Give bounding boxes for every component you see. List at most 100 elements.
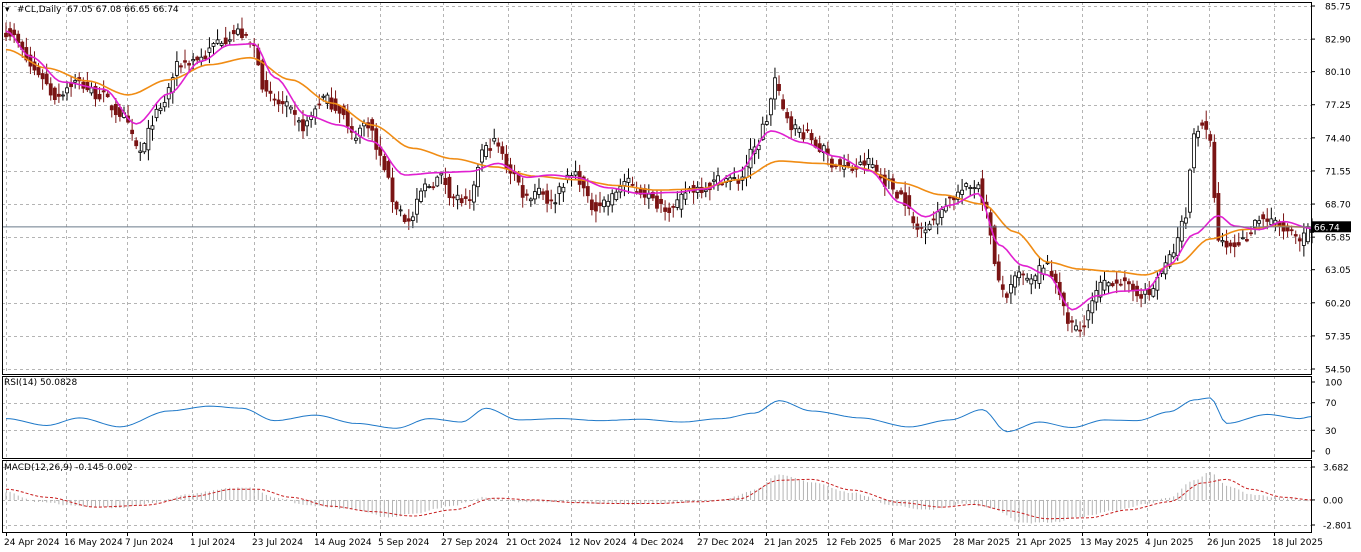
x-tick-label: 12 Feb 2025 [826,538,882,548]
macd-tick-label: -2.801 [1323,522,1352,532]
candle [211,42,216,56]
candle [378,136,383,166]
candle [862,152,867,175]
candle [618,178,623,199]
candle [183,49,187,69]
x-tick-label: 21 Apr 2025 [1016,538,1072,548]
x-tick-label: 23 Jul 2024 [252,538,303,548]
y-tick-label: 80.10 [1325,68,1351,78]
candle [744,154,749,187]
rsi-label: RSI(14) 50.0828 [4,378,77,388]
candle [223,26,228,47]
candle [1078,321,1082,338]
x-tick-label: 24 Apr 2024 [4,538,60,548]
candle [146,119,151,161]
candle [1135,280,1139,303]
candle [797,126,802,138]
candle [1297,234,1302,252]
candle [972,180,977,199]
candle [366,117,370,138]
candle [447,173,452,206]
candle [1249,226,1253,237]
candle [1151,284,1156,298]
candle [964,181,969,191]
candle [260,58,265,93]
candle [553,193,558,214]
candle [93,82,98,107]
candle [309,111,314,128]
candle [671,203,676,218]
candle [113,98,118,123]
candle [1086,304,1091,329]
candle [142,141,147,155]
candle [1285,223,1290,238]
candle [1139,288,1144,308]
x-tick-label: 4 Jun 2025 [1145,538,1193,548]
x-tick-label: 21 Oct 2024 [506,538,562,548]
x-tick-label: 18 Jul 2025 [1272,538,1323,548]
candle [1118,278,1123,287]
candle [805,122,810,133]
candle [52,86,57,105]
rsi-tick-label: 100 [1325,379,1342,389]
candle [374,123,379,160]
candle [317,94,322,110]
candle [325,92,330,109]
candle [244,31,248,39]
candle [402,213,407,224]
candle [606,194,611,216]
candle [1114,271,1119,294]
x-tick-label: 16 May 2024 [64,538,123,548]
y-tick-label: 85.75 [1325,3,1351,13]
candle [1208,130,1213,147]
candle [166,82,171,108]
candle [158,102,163,115]
candle [1183,207,1188,230]
candle [602,196,606,213]
candle [1110,281,1115,288]
candle [297,117,301,132]
candle [1045,254,1050,265]
candle [73,73,78,89]
x-tick-label: 14 Aug 2024 [314,538,372,548]
candle [939,206,944,226]
candle [56,83,61,103]
candle [1000,275,1005,298]
candle [1029,273,1034,295]
candle [252,38,257,58]
macd-pane[interactable] [5,472,1313,524]
candle [1070,316,1074,333]
rsi-pane[interactable] [5,397,1313,433]
candle [801,124,806,143]
candle [866,149,871,170]
candle [435,175,440,188]
candle [459,194,464,207]
candle [948,195,952,209]
price-pane[interactable] [2,17,1314,338]
candle [292,101,297,126]
candle [48,77,53,101]
candle [272,93,277,107]
candle [659,190,663,213]
x-tick-label: 26 Jun 2025 [1207,538,1261,548]
ma-slow-line [5,48,1313,276]
candle [455,185,460,210]
candle [439,171,444,185]
candle [231,24,236,42]
rsi-tick-label: 70 [1325,399,1337,409]
candle [996,254,1001,283]
candle [1265,208,1270,230]
candle [276,91,281,113]
y-tick-label: 63.05 [1325,266,1351,276]
x-tick-label: 6 Mar 2025 [890,538,941,548]
candle [1301,223,1306,257]
dropdown-arrow-icon[interactable]: ▾ [5,5,10,15]
candle [638,184,643,199]
candle [1041,264,1046,281]
candle [1179,215,1184,249]
candle [1212,134,1217,203]
candle [736,174,741,191]
y-tick-label: 60.20 [1325,299,1351,309]
candle [679,189,684,218]
